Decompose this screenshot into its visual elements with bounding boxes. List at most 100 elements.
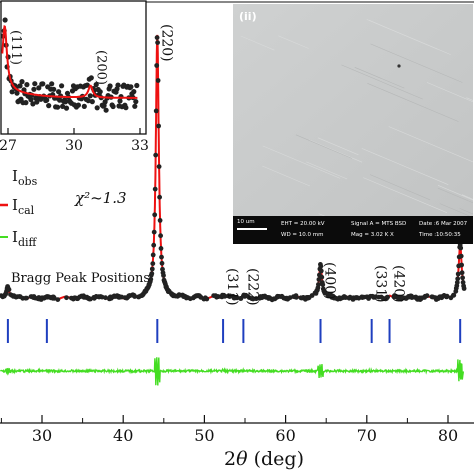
sem-micrograph: (ii) 10 um EHT = 20.00 kV WD = 10.0 mm S…: [233, 4, 473, 244]
legend-cal: Ical: [12, 196, 35, 217]
inset-point: [115, 82, 121, 88]
observed-point: [294, 294, 299, 300]
observed-point: [159, 260, 165, 266]
sem-scratch: [388, 126, 473, 163]
inset-point: [94, 105, 100, 111]
legend-diff: Idiff: [12, 228, 37, 249]
observed-point: [455, 276, 461, 282]
observed-point: [157, 194, 163, 200]
x-label-theta: θ: [236, 448, 248, 470]
sem-scratch: [370, 43, 463, 83]
sem-date: Date :6 Mar 2007: [419, 221, 468, 227]
observed-point: [444, 293, 450, 299]
inset-point: [62, 99, 69, 105]
sem-scratch: [295, 134, 353, 159]
sem-scratch: [367, 83, 459, 122]
observed-point: [156, 123, 162, 129]
observed-point: [150, 261, 156, 266]
peak-label: (420): [391, 265, 407, 303]
observed-point: [461, 286, 467, 291]
sem-scratch: [278, 35, 309, 49]
legend: Iobs Ical Idiff χ²~1.3 Bragg Peak Positi…: [0, 167, 150, 286]
difference-line: [0, 357, 465, 386]
observed-point: [318, 268, 324, 274]
observed-point: [158, 233, 164, 239]
inset-point: [84, 82, 90, 88]
sem-scratch: [369, 174, 431, 201]
inset-point: [133, 99, 139, 105]
inset-point: [51, 86, 57, 92]
inset-point: [132, 103, 138, 109]
observed-point: [6, 287, 12, 292]
inset-point: [81, 103, 87, 109]
main-x-ticks: [0, 415, 449, 423]
inset-point: [134, 82, 140, 89]
inset-point: [89, 99, 95, 105]
observed-points: [0, 35, 467, 303]
observed-point: [152, 186, 158, 192]
inset-point: [19, 79, 25, 85]
inset: 27 30 33 (111) (200): [0, 0, 149, 154]
observed-point: [132, 294, 138, 299]
inset-point: [28, 97, 34, 103]
inset-peak-label: (200): [94, 50, 109, 85]
observed-point: [151, 229, 157, 235]
observed-point: [55, 297, 61, 302]
sem-mag: Mag = 3.02 K X: [351, 232, 394, 238]
inset-x-ticks: [7, 128, 141, 134]
x-tick-label-40: 40: [113, 426, 133, 445]
x-tick-label-70: 70: [357, 426, 377, 445]
sem-scratch: [426, 82, 473, 103]
sem-scratches: [240, 19, 473, 216]
inset-point: [59, 83, 65, 89]
legend-obs: Iobs: [12, 167, 38, 188]
difference-curve: [0, 357, 465, 386]
peak-label: (220): [158, 24, 174, 62]
observed-point: [458, 253, 464, 259]
observed-point: [154, 63, 160, 68]
inset-point: [110, 103, 116, 110]
observed-point: [319, 274, 325, 280]
sem-time: Time :10:50:35: [419, 232, 461, 238]
observed-point: [103, 295, 108, 301]
inset-point: [17, 83, 23, 89]
inset-point: [117, 98, 123, 104]
inset-tick-label-27: 27: [0, 138, 17, 154]
observed-point: [460, 280, 466, 285]
chi-squared-label: χ²~1.3: [74, 189, 127, 207]
inset-point: [56, 89, 62, 95]
sem-scratch: [240, 35, 275, 51]
inset-point: [24, 82, 30, 88]
inset-point: [60, 103, 66, 109]
inset-point: [87, 93, 93, 99]
sem-info-bar: 10 um EHT = 20.00 kV WD = 10.0 mm Signal…: [233, 216, 473, 244]
sem-panel-label: (ii): [239, 10, 257, 23]
observed-point: [155, 78, 161, 83]
inset-point: [14, 90, 20, 96]
observed-point: [158, 246, 164, 251]
inset-fit-line: [1, 25, 138, 99]
x-tick-label-80: 80: [438, 426, 458, 445]
inset-tick-label-33: 33: [131, 138, 149, 154]
inset-point: [131, 89, 137, 95]
observed-point: [64, 295, 69, 301]
observed-point: [318, 263, 324, 269]
sem-signal: Signal A = MTS BSD: [351, 221, 407, 227]
inset-point: [55, 104, 61, 110]
observed-point: [320, 282, 326, 288]
peak-label: (311): [224, 268, 240, 306]
inset-observed-points: [0, 17, 140, 113]
inset-point: [40, 81, 46, 87]
sem-eht: EHT = 20.00 kV: [281, 221, 325, 227]
inset-point: [123, 105, 129, 111]
observed-point: [149, 266, 155, 272]
x-tick-label-30: 30: [32, 426, 52, 445]
observed-point: [460, 275, 465, 281]
observed-point: [152, 212, 158, 218]
observed-point: [156, 164, 162, 170]
observed-point: [204, 296, 210, 302]
bragg-markers: [6, 319, 462, 343]
observed-point: [459, 270, 465, 276]
inset-point: [36, 85, 42, 91]
